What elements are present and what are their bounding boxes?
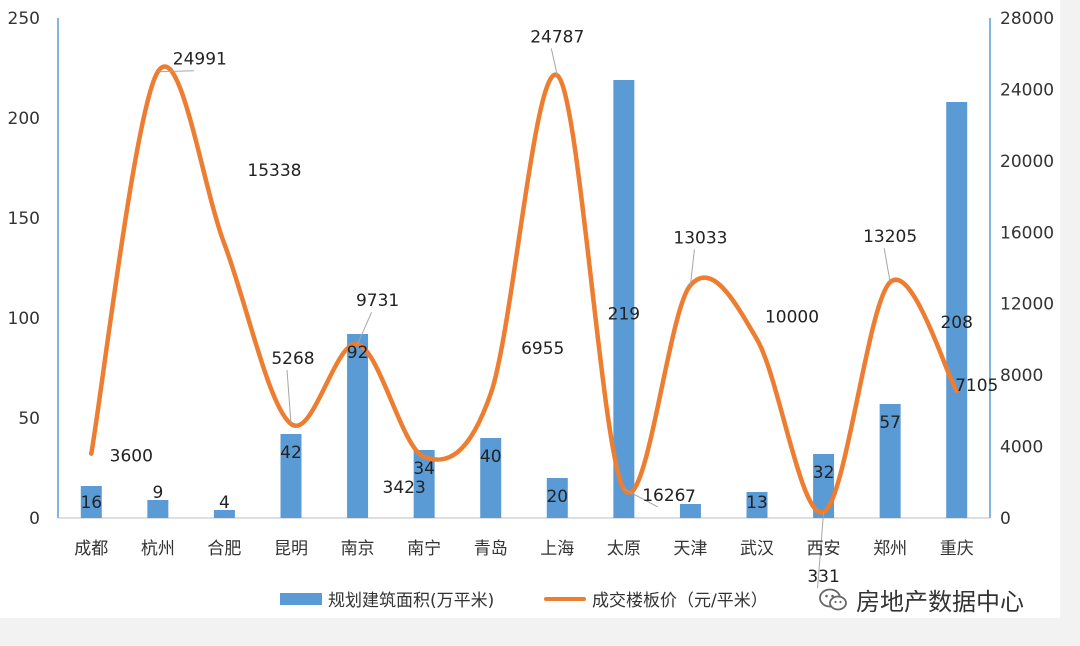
bar-value-label: 34: [413, 459, 435, 479]
line-value-label: 3600: [110, 447, 153, 467]
bar-value-label: 7: [685, 487, 696, 507]
left-tick-label: 200: [8, 109, 40, 129]
category-label: 郑州: [873, 539, 907, 559]
legend-line-swatch: [544, 596, 586, 601]
left-tick-label: 100: [8, 309, 40, 329]
bar-value-label: 40: [480, 447, 502, 467]
category-label: 杭州: [141, 539, 175, 559]
brand-text: 房地产数据中心: [856, 588, 1024, 616]
category-label: 昆明: [274, 539, 308, 559]
category-label: 南京: [341, 539, 375, 559]
bar-武汉: [746, 492, 768, 518]
category-label: 合肥: [207, 539, 241, 559]
wechat-icon: [819, 588, 847, 610]
legend-item-line[interactable]: 成交楼板价（元/平米）: [544, 586, 768, 611]
line-value-label: 7105: [955, 376, 998, 396]
bar-value-label: 32: [813, 463, 835, 483]
line-value-label: 9731: [356, 291, 399, 311]
line-label-leader: [817, 512, 825, 589]
line-label-leader: [157, 70, 194, 73]
right-tick-label: 20000: [1000, 152, 1054, 172]
bar-成都: [80, 486, 102, 518]
category-label: 西安: [807, 539, 841, 559]
line-value-label: 331: [807, 567, 839, 587]
bar-合肥: [213, 510, 235, 518]
bar-上海: [546, 478, 568, 518]
category-label: 太原: [607, 539, 641, 559]
line-label-leader: [286, 369, 292, 424]
left-tick-label: 250: [8, 9, 40, 29]
legend-line-label: 成交楼板价（元/平米）: [592, 591, 768, 611]
line-value-label: 15338: [247, 161, 301, 181]
bar-杭州: [147, 500, 169, 518]
right-tick-label: 16000: [1000, 223, 1054, 243]
line-value-label: 5268: [271, 349, 314, 369]
category-label: 武汉: [740, 539, 774, 559]
right-tick-label: 4000: [1000, 438, 1043, 458]
bar-value-label: 208: [940, 313, 972, 333]
legend-item-bar[interactable]: 规划建筑面积(万平米): [280, 586, 494, 611]
line-value-label: 3423: [383, 478, 426, 498]
line-label-leader: [623, 488, 659, 508]
bar-value-label: 13: [746, 493, 768, 513]
line-value-label: 10000: [765, 307, 819, 327]
bar-value-label: 9: [152, 483, 163, 503]
line-value-label: 24787: [530, 27, 584, 47]
bar-郑州: [879, 404, 901, 518]
category-label: 重庆: [940, 539, 974, 559]
line-label-leader: [357, 312, 373, 345]
left-tick-label: 0: [29, 509, 40, 529]
line-value-label: 24991: [173, 50, 227, 70]
line-label-leader: [689, 249, 695, 286]
bar-value-label: 20: [546, 487, 568, 507]
frame-right: [1060, 0, 1080, 646]
legend-bar-label: 规划建筑面积(万平米): [328, 591, 495, 611]
right-tick-label: 12000: [1000, 295, 1054, 315]
category-label: 天津: [673, 539, 707, 559]
bar-重庆: [946, 102, 968, 518]
bar-value-label: 219: [608, 305, 640, 325]
bar-value-label: 92: [347, 343, 369, 363]
legend-bar-swatch: [280, 592, 322, 605]
line-value-label: 1626: [642, 486, 685, 506]
bar-value-label: 16: [80, 493, 102, 513]
category-label: 成都: [74, 539, 108, 559]
category-label: 南宁: [407, 539, 441, 559]
line-label-leader: [550, 48, 558, 76]
bar-南京: [347, 334, 369, 518]
frame-bottom: [0, 618, 1080, 646]
bar-天津: [679, 504, 701, 518]
right-tick-label: 24000: [1000, 80, 1054, 100]
right-tick-label: 0: [1000, 509, 1011, 529]
bar-南宁: [413, 450, 435, 518]
line-value-label: 13205: [863, 227, 917, 247]
left-tick-label: 150: [8, 209, 40, 229]
price-line: [89, 64, 959, 515]
line-label-leader: [883, 248, 891, 283]
bar-value-label: 42: [280, 443, 302, 463]
line-value-label: 6955: [521, 339, 564, 359]
bar-value-label: 4: [219, 493, 230, 513]
bar-青岛: [480, 438, 502, 518]
line-value-label: 13033: [673, 228, 727, 248]
brand-watermark: 房地产数据中心: [818, 582, 1024, 617]
category-label: 上海: [540, 539, 574, 559]
category-label: 青岛: [474, 539, 508, 559]
bar-value-label: 57: [879, 413, 901, 433]
legend: 规划建筑面积(万平米) 成交楼板价（元/平米）: [0, 578, 1060, 618]
bar-太原: [613, 80, 635, 518]
left-tick-label: 50: [18, 409, 40, 429]
right-tick-label: 8000: [1000, 366, 1043, 386]
right-tick-label: 28000: [1000, 9, 1054, 29]
bar-昆明: [280, 434, 302, 518]
